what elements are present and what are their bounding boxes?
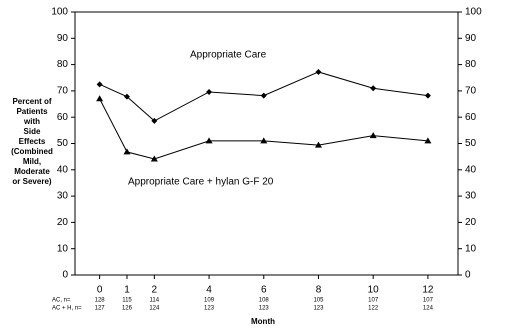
y-axis-title: Percent of bbox=[12, 97, 51, 106]
marker bbox=[205, 137, 213, 144]
series-label: Appropriate Care + hylan G-F 20 bbox=[128, 177, 274, 188]
n-value: 123 bbox=[313, 306, 324, 312]
marker bbox=[123, 148, 131, 155]
y2-tick-label: 80 bbox=[465, 59, 477, 70]
x-tick-label: 6 bbox=[261, 285, 267, 296]
n-value: 126 bbox=[122, 306, 133, 312]
marker bbox=[96, 81, 103, 88]
y-tick-label: 0 bbox=[62, 270, 68, 281]
y-axis-title: with bbox=[23, 117, 40, 126]
marker bbox=[96, 95, 104, 102]
y2-tick-label: 30 bbox=[465, 191, 477, 202]
n-value: 114 bbox=[150, 298, 160, 304]
y-tick-label: 40 bbox=[57, 164, 69, 175]
plot-frame bbox=[74, 11, 459, 276]
marker bbox=[315, 68, 322, 75]
y-tick-label: 80 bbox=[57, 59, 69, 70]
y-axis-title: Patients bbox=[16, 107, 48, 116]
marker bbox=[206, 88, 213, 95]
marker bbox=[150, 155, 158, 162]
n-value: 115 bbox=[122, 298, 132, 304]
x-tick-label: 0 bbox=[97, 285, 103, 296]
marker bbox=[260, 137, 268, 144]
marker bbox=[424, 137, 432, 144]
marker bbox=[314, 141, 322, 148]
y2-tick-label: 60 bbox=[465, 112, 477, 123]
y-axis-title: Mild, bbox=[23, 157, 41, 166]
n-value: 123 bbox=[204, 306, 215, 312]
n-value: 128 bbox=[95, 298, 106, 304]
n-value: 124 bbox=[149, 306, 160, 312]
marker bbox=[260, 92, 267, 99]
x-tick-label: 10 bbox=[368, 285, 380, 296]
n-row-label: AC + H, n= bbox=[52, 306, 82, 312]
n-row-label: AC, n= bbox=[52, 298, 71, 304]
x-axis-title: Month bbox=[251, 317, 275, 326]
y-tick-label: 90 bbox=[57, 33, 69, 44]
x-tick-label: 2 bbox=[152, 285, 158, 296]
marker bbox=[123, 93, 130, 100]
n-value: 109 bbox=[204, 298, 215, 304]
marker bbox=[151, 117, 158, 124]
y-axis-title: Side bbox=[24, 127, 41, 136]
x-tick-label: 8 bbox=[316, 285, 322, 296]
series-line bbox=[99, 71, 428, 122]
series-label: Appropriate Care bbox=[190, 50, 267, 61]
y-axis-title: Moderate bbox=[14, 167, 50, 176]
y-tick-label: 100 bbox=[51, 7, 68, 18]
x-tick-label: 12 bbox=[422, 285, 434, 296]
n-value: 108 bbox=[259, 298, 270, 304]
x-tick-label: 4 bbox=[206, 285, 212, 296]
y2-tick-label: 70 bbox=[465, 86, 477, 97]
marker bbox=[370, 85, 377, 92]
y2-tick-label: 50 bbox=[465, 138, 477, 149]
x-tick-label: 1 bbox=[124, 285, 130, 296]
y-tick-label: 20 bbox=[57, 217, 69, 228]
n-value: 123 bbox=[259, 306, 270, 312]
y-axis-title: (Combined bbox=[11, 147, 53, 156]
y-tick-label: 60 bbox=[57, 112, 69, 123]
y-axis-title: Effects bbox=[19, 137, 46, 146]
series-line bbox=[99, 98, 428, 160]
n-value: 107 bbox=[368, 298, 379, 304]
n-value: 105 bbox=[313, 298, 324, 304]
marker bbox=[369, 132, 377, 139]
y-tick-label: 30 bbox=[57, 191, 69, 202]
n-value: 122 bbox=[368, 306, 379, 312]
y2-tick-label: 100 bbox=[465, 7, 482, 18]
y2-tick-label: 20 bbox=[465, 217, 477, 228]
n-value: 107 bbox=[423, 298, 434, 304]
y-axis-title: or Severe) bbox=[12, 177, 51, 186]
y-tick-label: 50 bbox=[57, 138, 69, 149]
y2-tick-label: 10 bbox=[465, 243, 477, 254]
y2-tick-label: 90 bbox=[465, 33, 477, 44]
y2-tick-label: 0 bbox=[465, 270, 471, 281]
n-value: 124 bbox=[423, 306, 434, 312]
y-tick-label: 10 bbox=[57, 243, 69, 254]
n-value: 127 bbox=[95, 306, 106, 312]
y-tick-label: 70 bbox=[57, 86, 69, 97]
marker bbox=[424, 92, 431, 99]
y2-tick-label: 40 bbox=[465, 164, 477, 175]
